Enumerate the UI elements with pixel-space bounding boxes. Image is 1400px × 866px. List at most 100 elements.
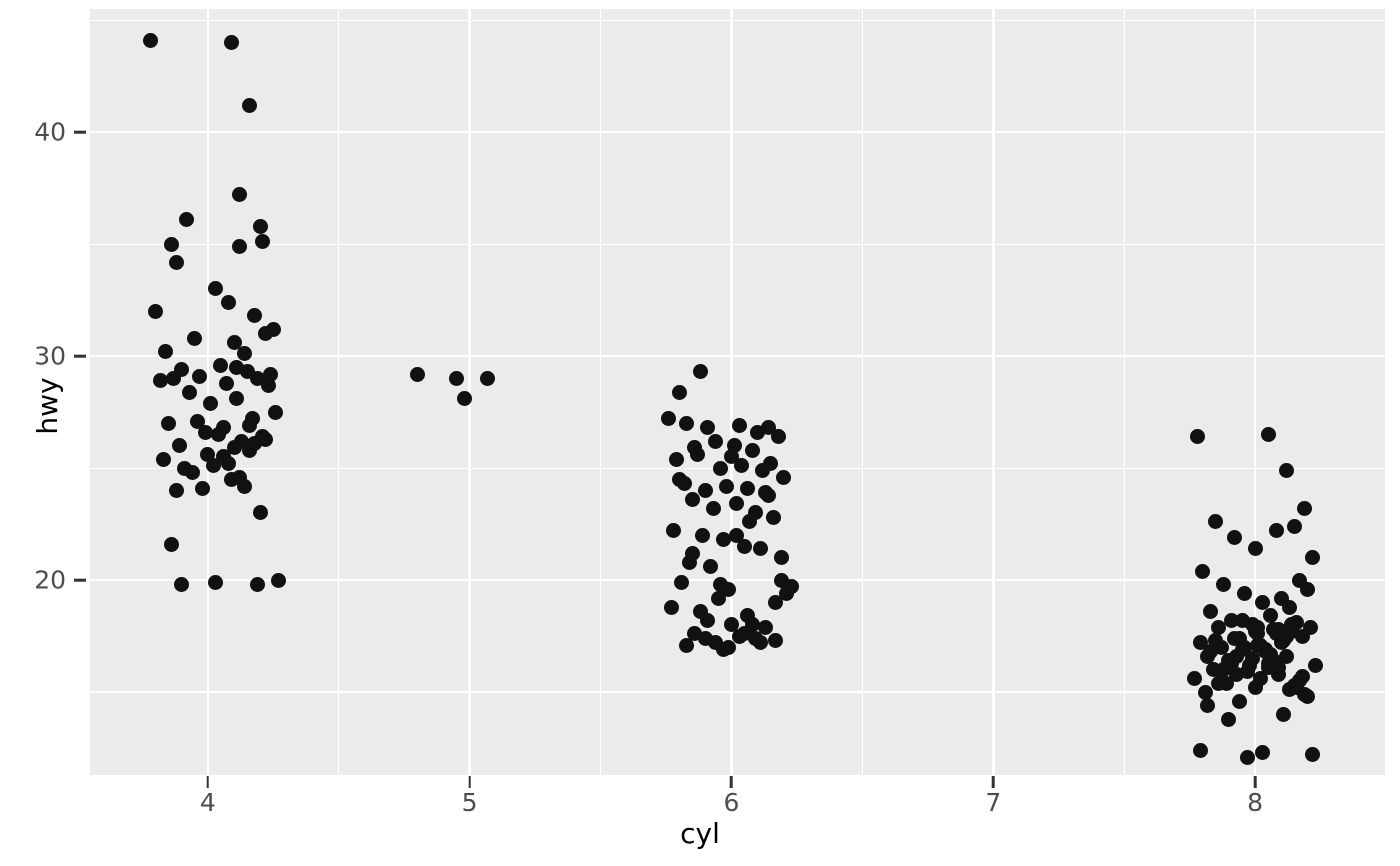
- data-point: [1255, 745, 1271, 761]
- data-point: [252, 218, 268, 234]
- data-point: [168, 483, 184, 499]
- data-point: [250, 577, 266, 593]
- data-point: [755, 462, 771, 478]
- data-point: [208, 281, 224, 297]
- data-point: [236, 346, 252, 362]
- data-point: [1239, 749, 1255, 765]
- y-tick-mark: [74, 354, 86, 358]
- data-point: [202, 395, 218, 411]
- data-point: [229, 391, 245, 407]
- y-tick-mark: [74, 130, 86, 134]
- data-point: [195, 480, 211, 496]
- data-point: [213, 357, 229, 373]
- data-point: [1231, 693, 1247, 709]
- data-point: [1276, 707, 1292, 723]
- data-point: [1250, 619, 1266, 635]
- data-point: [752, 635, 768, 651]
- data-point: [744, 617, 760, 633]
- data-point: [1305, 747, 1321, 763]
- data-point: [684, 545, 700, 561]
- data-point: [752, 541, 768, 557]
- data-point: [1239, 664, 1255, 680]
- data-point: [716, 642, 732, 658]
- data-point: [1294, 668, 1310, 684]
- data-point: [255, 234, 271, 250]
- data-point: [1268, 523, 1284, 539]
- gridline-minor-vertical: [599, 9, 602, 775]
- gridline-minor-vertical: [1123, 9, 1125, 775]
- data-point: [1279, 462, 1294, 478]
- data-point: [1247, 541, 1263, 557]
- gridline-major-vertical: [1253, 9, 1257, 775]
- data-point: [737, 539, 753, 555]
- data-point: [703, 559, 718, 575]
- data-point: [773, 572, 789, 588]
- data-point: [697, 630, 713, 646]
- data-point: [671, 384, 687, 400]
- data-point: [757, 619, 773, 635]
- data-point: [1279, 648, 1294, 664]
- x-tick-mark: [1253, 776, 1257, 788]
- y-tick-mark: [74, 578, 86, 582]
- data-point: [729, 496, 745, 512]
- data-point: [456, 391, 472, 407]
- data-point: [771, 429, 787, 445]
- data-point: [252, 505, 268, 521]
- data-point: [668, 451, 684, 467]
- data-point: [700, 420, 716, 436]
- data-point: [1210, 675, 1226, 691]
- gridline-major-vertical: [730, 9, 733, 775]
- y-tick-label: 40: [34, 117, 66, 147]
- data-point: [142, 32, 158, 48]
- data-point: [1221, 711, 1237, 727]
- data-point: [179, 212, 195, 228]
- x-tick-mark: [468, 776, 471, 788]
- data-point: [257, 431, 273, 447]
- x-tick-label: 8: [1247, 788, 1264, 817]
- data-point: [242, 97, 258, 113]
- data-point: [1250, 637, 1266, 653]
- data-point: [226, 335, 242, 351]
- data-point: [226, 440, 242, 456]
- y-tick-label: 30: [34, 341, 66, 371]
- data-point: [231, 469, 247, 485]
- data-point: [1307, 657, 1323, 673]
- data-point: [147, 303, 163, 319]
- gridline-major-vertical: [468, 9, 471, 775]
- data-point: [161, 415, 177, 431]
- data-point: [739, 480, 755, 496]
- x-tick-label: 6: [723, 788, 740, 817]
- data-point: [1208, 514, 1224, 530]
- data-point: [744, 442, 760, 458]
- data-point: [409, 366, 425, 382]
- data-point: [666, 523, 682, 539]
- data-point: [1265, 621, 1281, 637]
- data-point: [242, 442, 258, 458]
- data-point: [692, 364, 708, 380]
- data-point: [1284, 617, 1300, 633]
- data-point: [257, 326, 273, 342]
- gridline-minor-vertical: [1385, 9, 1386, 775]
- data-point: [689, 447, 705, 463]
- data-point: [1279, 628, 1294, 644]
- data-point: [695, 527, 711, 543]
- data-point: [192, 368, 208, 384]
- data-point: [708, 433, 724, 449]
- data-point: [1189, 429, 1205, 445]
- data-point: [765, 509, 781, 525]
- data-point: [1187, 671, 1203, 687]
- data-point: [731, 418, 747, 434]
- data-point: [1302, 619, 1318, 635]
- data-point: [153, 373, 169, 389]
- data-point: [1197, 684, 1213, 700]
- data-point: [1281, 599, 1297, 615]
- data-point: [1216, 577, 1232, 593]
- data-point: [742, 514, 758, 530]
- data-point: [480, 371, 496, 387]
- data-point: [671, 471, 687, 487]
- data-point: [1203, 603, 1219, 619]
- data-point: [1229, 648, 1245, 664]
- data-point: [171, 438, 187, 454]
- data-point: [1271, 659, 1287, 675]
- data-point: [1244, 651, 1260, 667]
